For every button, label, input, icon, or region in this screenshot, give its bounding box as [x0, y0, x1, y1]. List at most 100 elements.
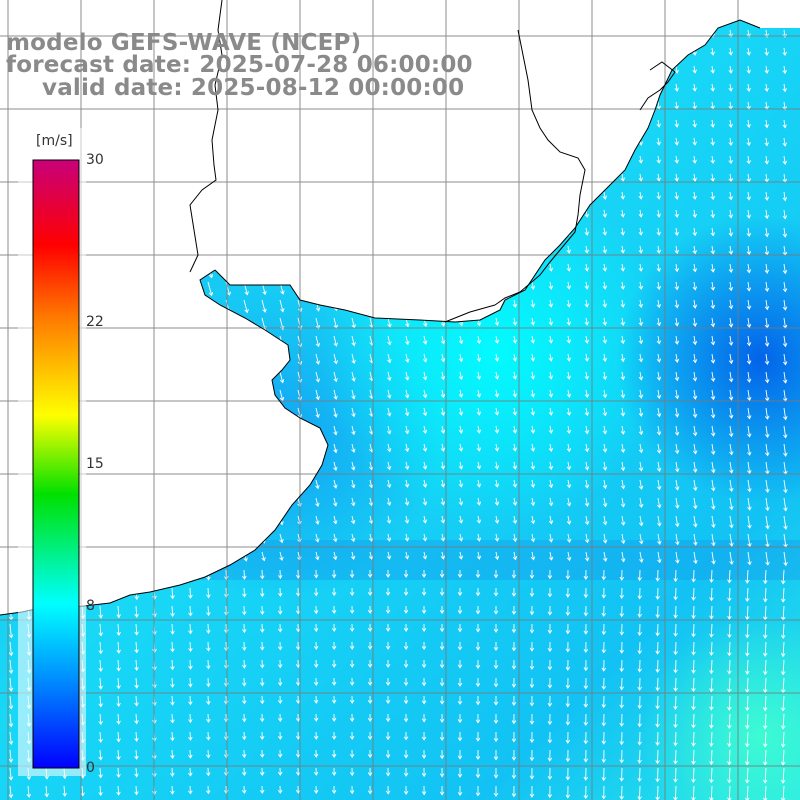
wind-arrow — [728, 47, 733, 56]
wind-arrow — [313, 695, 319, 704]
wind-arrow — [548, 317, 554, 326]
wind-arrow — [638, 425, 644, 436]
wind-arrow — [511, 749, 517, 761]
wind-arrow — [386, 407, 392, 417]
wind-arrow — [691, 677, 696, 693]
wind-arrow — [170, 677, 175, 688]
wind-arrow — [746, 155, 752, 165]
wind-arrow — [763, 659, 768, 676]
wind-arrow — [764, 65, 769, 74]
wind-arrow — [747, 461, 752, 475]
wind-arrow — [691, 731, 696, 747]
wind-arrow — [349, 767, 355, 777]
wind-arrow — [638, 461, 644, 472]
wind-arrow — [333, 425, 338, 436]
wind-arrow — [584, 281, 590, 290]
wind-arrow — [782, 155, 788, 165]
wind-arrow — [763, 587, 768, 603]
wind-arrow — [439, 731, 445, 742]
wind-arrow — [584, 533, 590, 544]
wind-arrow — [709, 641, 714, 657]
wind-arrow — [782, 65, 787, 75]
wind-arrow — [764, 137, 769, 147]
wind-arrow — [386, 551, 392, 560]
wind-arrow — [637, 749, 642, 764]
wind-arrow — [673, 767, 678, 783]
wind-arrow — [116, 623, 121, 637]
wind-arrow — [765, 551, 770, 566]
wind-arrow — [710, 173, 715, 183]
wind-arrow — [493, 786, 499, 797]
wind-arrow — [710, 317, 716, 328]
wind-arrow — [674, 281, 680, 291]
wind-arrow — [602, 551, 608, 562]
wind-arrow — [710, 137, 715, 146]
wind-arrow — [656, 479, 662, 491]
wind-arrow — [422, 389, 428, 399]
wind-arrow — [691, 695, 696, 711]
wind-arrow — [313, 569, 319, 579]
wind-arrow — [351, 353, 356, 365]
wind-arrow — [711, 497, 716, 510]
wind-arrow — [763, 677, 768, 694]
wind-arrow — [566, 389, 572, 398]
wind-arrow — [421, 749, 427, 759]
wind-arrow — [673, 605, 678, 619]
wind-arrow — [259, 695, 265, 705]
wind-arrow — [656, 227, 662, 236]
wind-arrow — [673, 641, 678, 656]
wind-arrow — [385, 749, 391, 759]
wind-arrow — [260, 623, 265, 633]
wind-arrow — [421, 659, 427, 669]
wind-arrow — [170, 767, 175, 777]
wind-arrow — [404, 371, 410, 381]
wind-arrow — [440, 551, 446, 560]
wind-arrow — [780, 695, 786, 712]
model-title: modelo GEFS-WAVE (NCEP) — [6, 30, 362, 56]
wind-arrow — [746, 353, 752, 365]
wind-arrow — [620, 299, 626, 308]
wind-arrow — [746, 245, 752, 256]
wind-arrow — [188, 587, 193, 599]
wind-arrow — [692, 227, 698, 237]
wind-arrow — [548, 533, 554, 543]
wind-arrow — [134, 623, 139, 636]
wind-arrow — [747, 479, 752, 493]
wind-arrow — [242, 605, 247, 616]
wind-arrow — [655, 659, 660, 674]
wind-arrow — [746, 335, 752, 347]
wind-arrow — [638, 353, 644, 363]
wind-arrow — [494, 389, 500, 398]
wind-arrow — [692, 461, 698, 473]
wind-arrow — [638, 281, 644, 290]
wind-arrow — [674, 425, 680, 436]
wind-arrow — [439, 587, 445, 596]
wind-arrow — [367, 785, 373, 795]
wind-arrow — [333, 353, 338, 365]
wind-arrow — [619, 767, 624, 782]
wind-arrow — [728, 281, 734, 292]
wind-arrow — [620, 461, 626, 472]
wind-arrow — [620, 191, 626, 200]
wind-arrow — [188, 695, 193, 706]
wind-arrow — [583, 749, 589, 763]
wind-arrow — [727, 623, 732, 639]
wind-arrow — [476, 461, 482, 470]
wind-arrow — [387, 317, 392, 328]
wind-arrow — [710, 353, 716, 364]
wind-arrow — [655, 605, 660, 619]
wind-arrow — [583, 695, 589, 708]
wind-arrow — [548, 371, 554, 380]
wind-arrow — [601, 749, 606, 764]
wind-arrow — [458, 335, 464, 345]
wind-arrow — [656, 497, 662, 509]
wind-arrow — [386, 533, 392, 542]
wind-arrow — [728, 65, 733, 74]
wind-arrow — [620, 281, 626, 290]
wind-arrow — [475, 588, 481, 597]
wind-arrow — [727, 785, 732, 800]
wind-arrow — [655, 641, 660, 655]
wind-arrow — [602, 425, 608, 435]
wind-arrow — [781, 587, 786, 603]
wind-arrow — [457, 570, 463, 579]
